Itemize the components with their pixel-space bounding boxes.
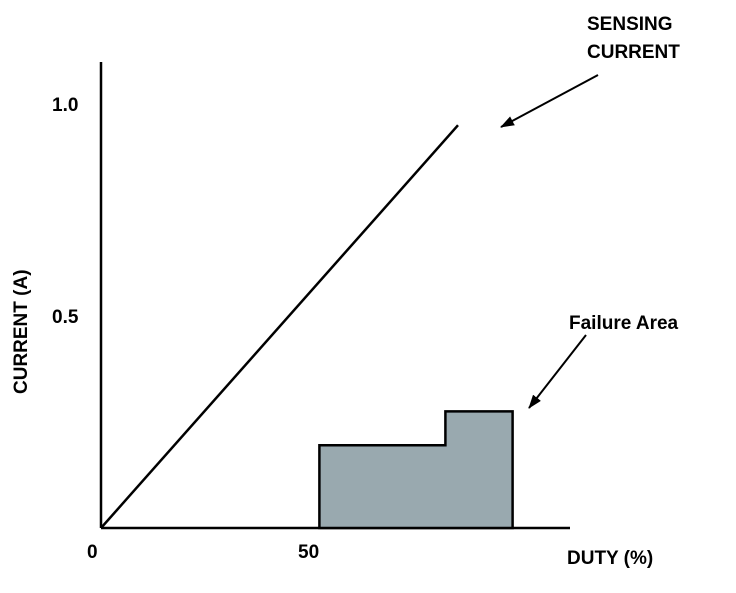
y-tick-label-1-0: 1.0	[52, 95, 78, 116]
sensing-current-arrow	[500, 74, 599, 128]
x-tick-label-0: 0	[87, 542, 98, 563]
failure-area-arrow	[528, 334, 587, 409]
x-tick-label-50: 50	[298, 542, 319, 563]
sensing-current-annotation-line2: CURRENT	[587, 42, 680, 63]
y-axis-label: CURRENT (A)	[11, 269, 32, 394]
y-tick-label-0-5: 0.5	[52, 307, 79, 328]
sensing-current-line	[100, 124, 459, 529]
sensing-current-annotation-line1: SENSING	[587, 14, 673, 35]
failure-area-annotation: Failure Area	[569, 313, 679, 334]
failure-area-region	[318, 410, 514, 530]
x-axis-label: DUTY (%)	[567, 548, 653, 569]
